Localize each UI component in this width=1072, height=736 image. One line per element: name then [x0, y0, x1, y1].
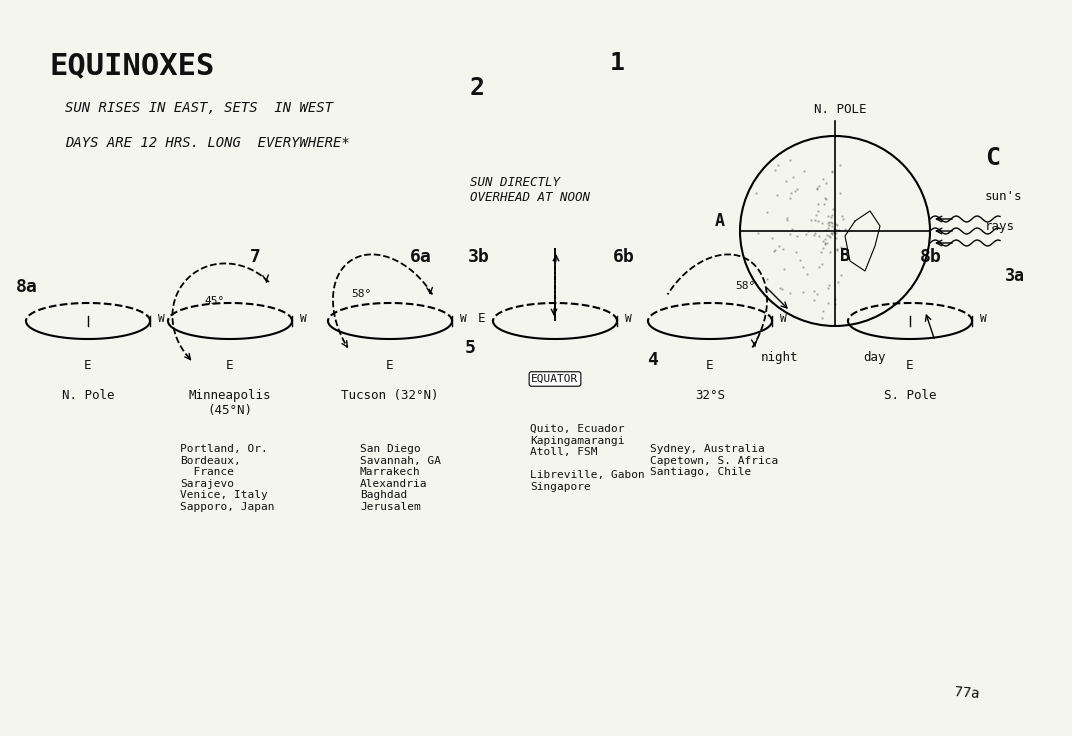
Text: E: E [706, 359, 714, 372]
Text: S. Pole: S. Pole [883, 389, 936, 402]
Text: W: W [158, 314, 165, 324]
Text: 3b: 3b [468, 248, 490, 266]
Text: W: W [980, 314, 986, 324]
Text: 2: 2 [470, 76, 485, 100]
Text: 1: 1 [610, 51, 625, 75]
Text: W: W [460, 314, 466, 324]
Text: E: E [226, 359, 234, 372]
Text: W: W [300, 314, 307, 324]
Text: 8a: 8a [16, 278, 38, 296]
Text: W: W [780, 314, 787, 324]
Text: 45°: 45° [205, 296, 225, 306]
Text: E: E [477, 313, 485, 325]
Text: B: B [840, 247, 850, 265]
Text: 4: 4 [647, 351, 658, 369]
Text: N. POLE: N. POLE [814, 103, 866, 116]
Text: day: day [864, 351, 887, 364]
Text: A: A [715, 212, 725, 230]
Text: Minneapolis
(45°N): Minneapolis (45°N) [189, 389, 271, 417]
Text: C: C [985, 146, 1000, 170]
Text: 8b: 8b [920, 248, 941, 266]
Text: DAYS ARE 12 HRS. LONG  EVERYWHERE*: DAYS ARE 12 HRS. LONG EVERYWHERE* [65, 136, 349, 150]
Text: 58°: 58° [735, 281, 756, 291]
Text: Tucson (32°N): Tucson (32°N) [341, 389, 438, 402]
Text: Quito, Ecuador
Kapingamarangi
Atoll, FSM

Libreville, Gabon
Singapore: Quito, Ecuador Kapingamarangi Atoll, FSM… [530, 424, 644, 492]
Text: 77a: 77a [954, 685, 980, 701]
Text: SUN RISES IN EAST, SETS  IN WEST: SUN RISES IN EAST, SETS IN WEST [65, 101, 333, 115]
Text: 6a: 6a [410, 248, 432, 266]
Text: 32°S: 32°S [695, 389, 725, 402]
Text: 58°: 58° [352, 289, 372, 299]
Text: E: E [386, 359, 393, 372]
Text: EQUATOR: EQUATOR [532, 374, 579, 384]
Text: San Diego
Savannah, GA
Marrakech
Alexandria
Baghdad
Jerusalem: San Diego Savannah, GA Marrakech Alexand… [360, 444, 441, 512]
Text: sun's: sun's [985, 189, 1023, 202]
Text: night: night [761, 351, 799, 364]
Text: 6b: 6b [613, 248, 635, 266]
Text: EQUINOXES: EQUINOXES [50, 51, 215, 80]
Text: E: E [906, 359, 913, 372]
Text: W: W [625, 314, 631, 324]
Text: SUN DIRECTLY
OVERHEAD AT NOON: SUN DIRECTLY OVERHEAD AT NOON [470, 176, 590, 204]
Text: Sydney, Australia
Capetown, S. Africa
Santiago, Chile: Sydney, Australia Capetown, S. Africa Sa… [650, 444, 778, 477]
Text: rays: rays [985, 219, 1015, 233]
Text: N. Pole: N. Pole [62, 389, 115, 402]
Text: E: E [85, 359, 92, 372]
Text: Portland, Or.
Bordeaux,
  France
Sarajevo
Venice, Italy
Sapporo, Japan: Portland, Or. Bordeaux, France Sarajevo … [180, 444, 274, 512]
Text: 7: 7 [250, 248, 260, 266]
Text: 3a: 3a [1004, 267, 1025, 285]
Text: 5: 5 [465, 339, 476, 357]
